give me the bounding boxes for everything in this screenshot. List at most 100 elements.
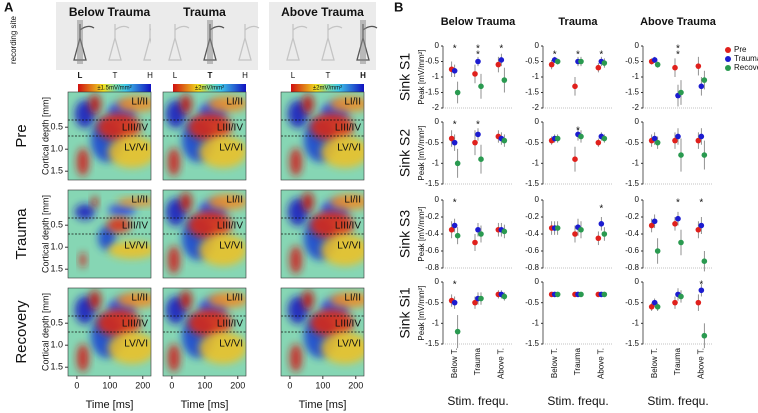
data-point [554, 291, 561, 298]
y-tick-label: -0.8 [525, 263, 539, 272]
significance-star: * [599, 204, 603, 215]
y-tick-label: -1 [532, 158, 540, 167]
neuron [321, 24, 343, 61]
scale-label: ±2mV/mm² [313, 86, 342, 92]
y-tick-label: -1.5 [425, 88, 439, 97]
heatmap-frame [280, 189, 365, 279]
data-point [478, 231, 484, 237]
colorbar [173, 84, 246, 92]
layer-label: LV/VI [219, 339, 243, 350]
y-tick-label: 1.5 [50, 362, 63, 372]
data-point [501, 137, 508, 144]
csd-heatmap [281, 92, 364, 180]
y-tick-label: -0.5 [425, 138, 439, 147]
heatmap-blob [107, 332, 151, 364]
heatmap-frame [67, 91, 152, 181]
heatmap-blob [88, 94, 101, 114]
y-tick-label: -1.5 [525, 88, 539, 97]
data-point [678, 152, 684, 158]
data-point [648, 222, 655, 229]
y-tick-label: -0.5 [525, 298, 539, 307]
x-tick-label: 200 [135, 380, 150, 390]
heatmap-blob [329, 96, 364, 112]
site-label: H [147, 71, 153, 80]
category-label: Below T. [650, 348, 659, 378]
x-axis-label: Stim. frequ. [647, 394, 708, 408]
row-label: Pre [13, 124, 30, 147]
y-tick-label: -1 [532, 72, 540, 81]
row-label: Sink S1 [397, 53, 413, 101]
y-tick-label: -2 [432, 103, 440, 112]
data-point [454, 89, 461, 96]
y-tick-label: 0 [435, 117, 440, 126]
scale-label: ±1.5mV/mm² [97, 86, 131, 92]
data-point [454, 160, 461, 167]
x-tick-label: 0 [287, 380, 292, 390]
heatmap-blob [106, 217, 131, 233]
layer-label: LI/II [344, 195, 361, 206]
x-tick-label: 100 [197, 380, 212, 390]
csd-heatmap [163, 92, 246, 180]
heatmap-blob [167, 344, 180, 372]
layer-label: LI/II [226, 293, 243, 304]
significance-star: * [676, 44, 680, 55]
y-tick-label: 0 [535, 117, 540, 126]
data-point [678, 89, 684, 96]
y-axis-label: Peak [mV/mm²] [417, 285, 426, 340]
row-label: Recovery [13, 300, 30, 364]
layer-label: LV/VI [337, 241, 361, 252]
heatmap-blob [179, 290, 192, 310]
layer-label: LV/VI [124, 339, 148, 350]
layer-label: LIII/IV [217, 221, 243, 232]
neuron [108, 24, 130, 61]
data-point [578, 58, 584, 65]
csd-heatmap [281, 288, 364, 376]
y-tick-label: -0.2 [625, 212, 639, 221]
heatmap-blob [329, 292, 364, 308]
data-point [654, 248, 661, 254]
site-label: T [208, 71, 213, 80]
data-point [554, 225, 561, 231]
data-point [695, 63, 702, 69]
legend-marker [725, 47, 731, 53]
heatmap-blob [116, 197, 151, 207]
data-point [451, 68, 458, 74]
data-point [501, 228, 508, 235]
y-tick-label: 0 [535, 41, 540, 50]
y-tick-label: -1 [632, 318, 640, 327]
significance-star: * [599, 50, 603, 61]
category-label: Above T. [596, 348, 605, 379]
heatmap-frame [67, 189, 152, 279]
heatmap-blob [320, 136, 364, 168]
site-label: L [291, 71, 296, 80]
significance-star: * [676, 198, 680, 209]
y-tick-label: -0.5 [425, 298, 439, 307]
data-point [701, 332, 708, 339]
data-point [472, 299, 478, 306]
significance-star: * [453, 120, 457, 131]
layer-label: LI/II [226, 97, 243, 108]
data-point [572, 231, 578, 237]
layer-label: LV/VI [337, 339, 361, 350]
y-tick-label: 0 [635, 277, 640, 286]
y-tick-label: 0 [535, 277, 540, 286]
y-tick-label: -0.4 [525, 229, 539, 238]
y-tick-label: -1 [532, 318, 540, 327]
heatmap-blob [179, 94, 192, 114]
data-point [672, 64, 678, 71]
layer-label: LIII/IV [335, 221, 361, 232]
csd-heatmap [163, 190, 246, 278]
chart-title: Above Trauma [640, 16, 717, 28]
heatmap-blob [91, 196, 99, 208]
layer-label: LV/VI [337, 143, 361, 154]
data-point [475, 58, 481, 65]
data-point [578, 133, 584, 140]
heatmap-blob [207, 194, 246, 210]
data-point [678, 293, 684, 300]
data-point [448, 226, 455, 233]
data-point [595, 235, 602, 242]
y-tick-label: 1.0 [50, 144, 63, 154]
column-title: Above Trauma [281, 5, 364, 19]
significance-star: * [453, 280, 457, 291]
heatmap-blob [107, 136, 151, 168]
